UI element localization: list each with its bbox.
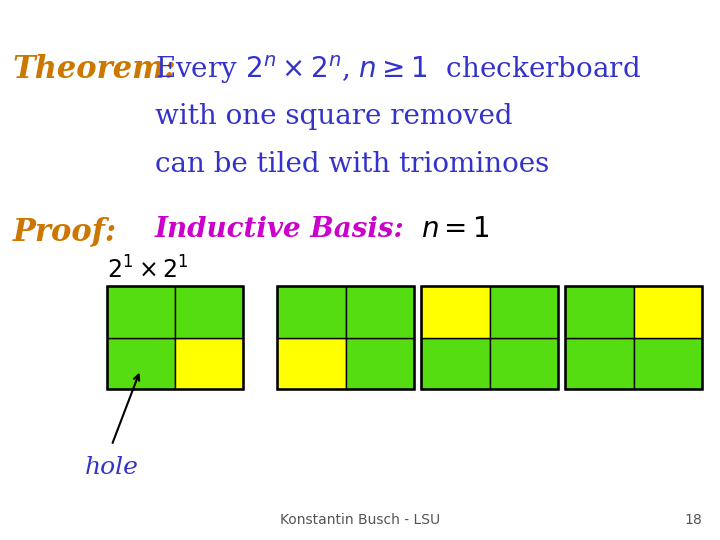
Text: Inductive Basis:: Inductive Basis: — [155, 216, 405, 243]
Text: Konstantin Busch - LSU: Konstantin Busch - LSU — [280, 512, 440, 526]
Bar — [277, 286, 414, 389]
Text: 18: 18 — [684, 512, 702, 526]
Bar — [277, 338, 346, 389]
Bar — [565, 286, 702, 389]
Text: $2^1 \times 2^1$: $2^1 \times 2^1$ — [107, 256, 188, 284]
Bar — [565, 286, 634, 338]
Text: with one square removed: with one square removed — [155, 103, 513, 130]
Text: Every $2^n \times 2^n$, $n \geq 1$  checkerboard: Every $2^n \times 2^n$, $n \geq 1$ check… — [155, 54, 641, 86]
Bar — [175, 338, 243, 389]
Bar — [107, 286, 175, 338]
Bar — [107, 338, 175, 389]
Bar — [346, 338, 414, 389]
Text: hole: hole — [85, 456, 139, 480]
Bar — [490, 286, 558, 338]
Bar — [346, 286, 414, 338]
Text: can be tiled with triominoes: can be tiled with triominoes — [155, 151, 549, 178]
Bar — [490, 338, 558, 389]
Bar — [421, 286, 558, 389]
Text: Proof:: Proof: — [13, 216, 117, 247]
Bar — [634, 338, 702, 389]
Bar — [175, 286, 243, 338]
Text: Theorem:: Theorem: — [13, 54, 176, 85]
Bar — [565, 338, 634, 389]
Bar — [421, 338, 490, 389]
Bar — [421, 286, 490, 338]
Text: $n = 1$: $n = 1$ — [421, 216, 490, 243]
Bar — [277, 286, 346, 338]
Bar — [107, 286, 243, 389]
Bar — [634, 286, 702, 338]
